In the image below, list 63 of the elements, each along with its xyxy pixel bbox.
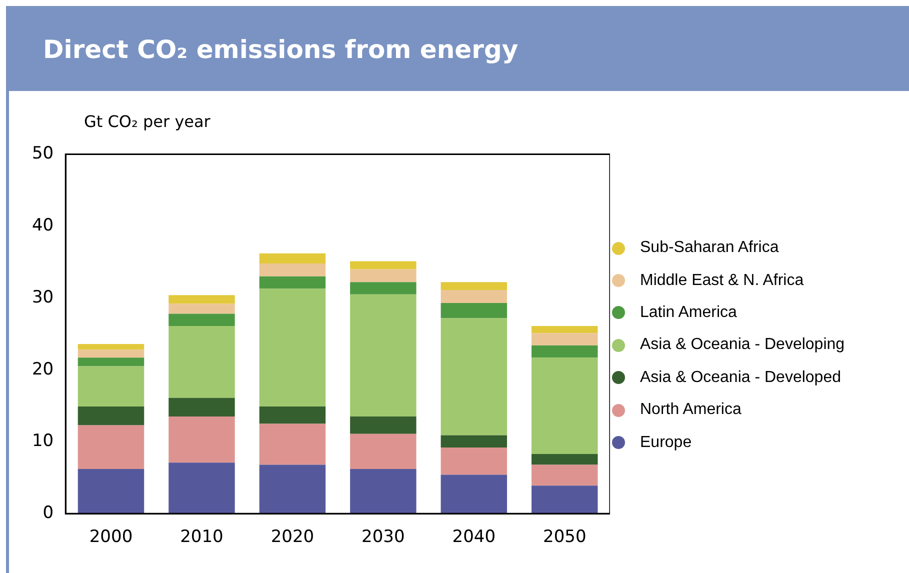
x-tick-label: 2020 — [270, 527, 314, 548]
bar — [168, 295, 235, 304]
bar — [532, 486, 598, 514]
bar — [259, 288, 326, 406]
bar — [532, 345, 598, 358]
bar — [259, 406, 326, 424]
x-tick-label: 2010 — [180, 527, 224, 548]
bar — [350, 282, 416, 294]
bar — [78, 366, 144, 406]
bar — [440, 290, 508, 303]
bar — [440, 435, 508, 448]
legend-label: Europe — [640, 434, 692, 452]
x-tick-label: 2040 — [452, 527, 496, 548]
y-tick-label: 40 — [32, 216, 54, 236]
bar — [259, 276, 326, 289]
bar — [532, 358, 598, 454]
bar — [440, 302, 508, 318]
bar — [78, 350, 144, 358]
bar — [168, 398, 235, 417]
bar — [532, 454, 598, 465]
x-tick-label: 2000 — [89, 527, 133, 548]
bar — [259, 464, 326, 514]
legend-label: North America — [640, 401, 742, 420]
bar — [532, 333, 598, 346]
bar — [168, 462, 235, 514]
bar — [440, 282, 508, 290]
x-tick-label: 2030 — [362, 527, 405, 548]
y-tick-label: 50 — [32, 144, 54, 164]
legend-label: Middle East & N. Africa — [640, 272, 804, 290]
bar — [78, 344, 144, 350]
bar — [532, 326, 598, 334]
bar — [350, 434, 416, 470]
bar — [259, 253, 326, 264]
legend-label: Sub-Saharan Africa — [640, 239, 779, 258]
y-axis-title: Gt CO₂ per year — [84, 112, 210, 131]
bar — [350, 261, 416, 270]
bar — [259, 263, 326, 276]
legend-label: Asia & Oceania - Developed — [640, 368, 841, 387]
y-tick-label: 10 — [32, 431, 54, 452]
bar — [168, 416, 235, 463]
bar — [78, 425, 144, 470]
bar — [259, 424, 326, 465]
bar — [168, 304, 235, 314]
bar — [350, 469, 416, 514]
bar — [532, 464, 598, 486]
chart-title: Direct CO₂ emissions from energy — [9, 9, 909, 91]
bar — [168, 326, 235, 398]
bar — [78, 358, 144, 366]
x-tick-label: 2050 — [543, 527, 586, 548]
bar — [440, 447, 508, 475]
legend-label: Asia & Oceania - Developing — [640, 336, 845, 354]
y-tick-label: 30 — [32, 287, 54, 308]
bar — [168, 314, 235, 326]
bar — [440, 318, 508, 436]
y-tick-label: 0 — [42, 503, 54, 524]
bar — [350, 416, 416, 434]
bar — [350, 269, 416, 282]
legend-label: Latin America — [640, 304, 737, 322]
y-tick-label: 20 — [32, 359, 54, 380]
bar — [440, 474, 508, 514]
bar — [350, 294, 416, 417]
bar — [78, 469, 144, 514]
bar — [78, 406, 144, 426]
